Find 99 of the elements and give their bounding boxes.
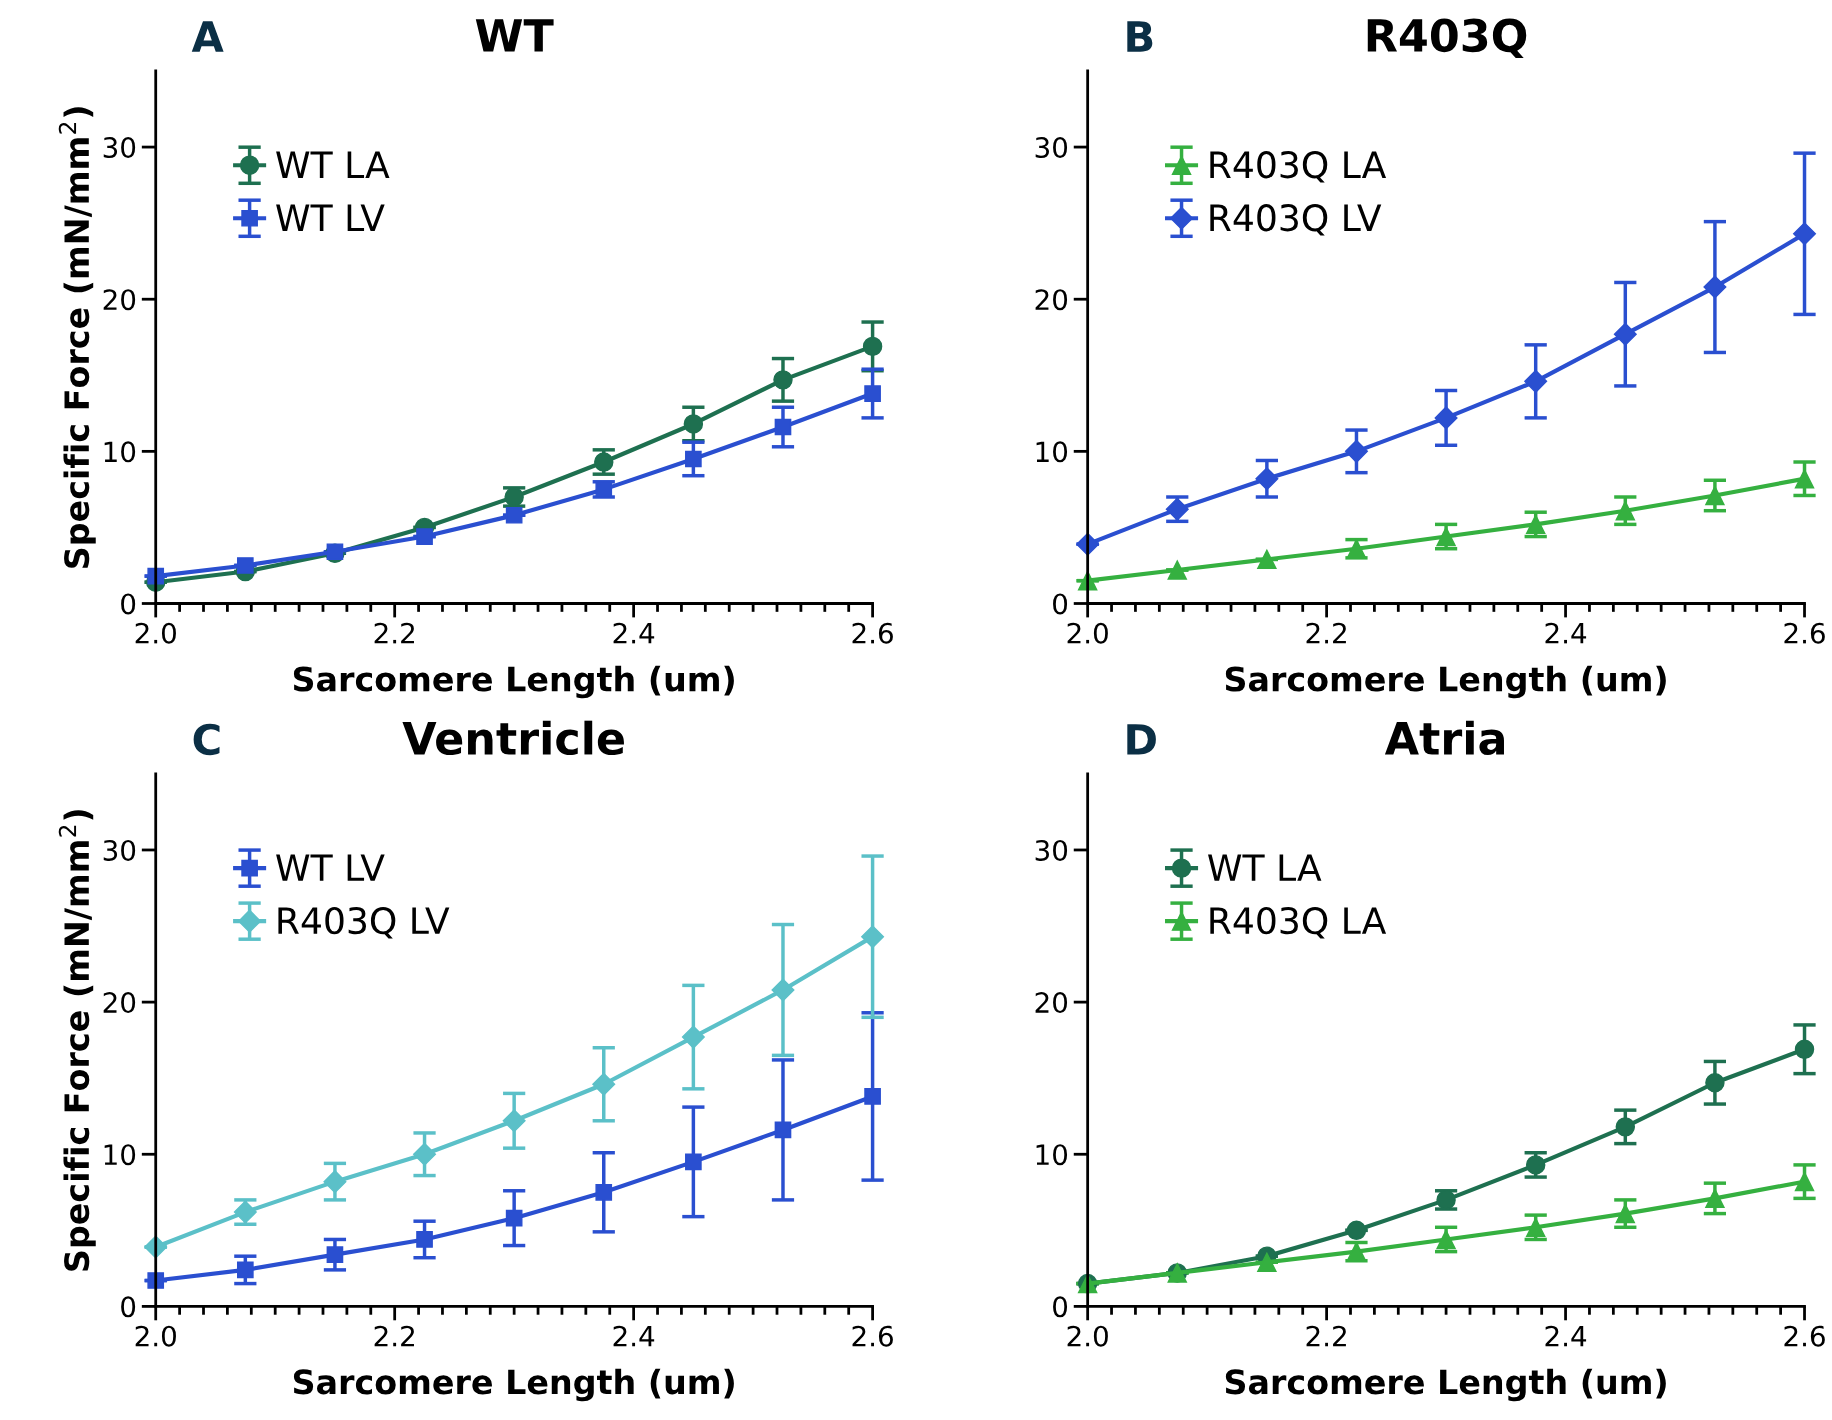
point [147,1272,165,1289]
y-tick-label: 0 [1053,1296,1068,1318]
x-tick-label: 2.4 [1545,1325,1587,1347]
point [1705,485,1725,506]
point [236,1261,254,1279]
y-axis-title: Specific Force (mN/mm$^{2}$) [58,107,96,568]
point [1615,1117,1636,1137]
chart-title: Atria [1384,720,1504,756]
point [685,450,702,468]
point [864,385,881,402]
y-tick-label: 30 [1035,839,1068,861]
text: C [193,723,220,756]
y-tick-label: 20 [103,289,136,311]
y-tick-label: 30 [1035,137,1068,159]
point [771,978,795,1002]
y-tick-label: 30 [103,137,136,159]
point [505,1209,523,1227]
x-tick-label: 2.0 [135,622,176,644]
point [1613,322,1637,346]
y-tick-label: 20 [103,992,136,1014]
point [1615,1203,1636,1224]
point [1703,275,1727,299]
point [1255,467,1279,491]
point [864,1088,881,1105]
point [862,336,883,357]
y-tick-label: 0 [1053,593,1068,615]
y-tick-label: 10 [1036,441,1068,463]
point [502,1109,526,1133]
x-axis-title: Sarcomere Length (um) [1225,665,1666,699]
point [323,1170,347,1194]
point [774,1121,792,1139]
point [1346,1220,1367,1241]
y-tick-label: 10 [1036,1144,1068,1166]
point [683,414,704,434]
x-tick-label: 2.4 [613,1325,655,1347]
x-tick-label: 2.2 [374,1325,414,1347]
point [774,418,792,436]
y-axis-title: Specific Force (mN/mm$^{2}$) [58,810,96,1271]
x-axis-title: Sarcomere Length (um) [293,1368,734,1402]
x-tick-label: 2.2 [374,622,414,644]
point [326,1246,344,1264]
point [592,1072,616,1096]
x-tick-label: 2.0 [1067,1325,1108,1347]
text: A [191,21,224,52]
x-tick-label: 2.2 [1306,622,1346,644]
point [236,557,254,574]
point [1615,500,1636,521]
legend-label: R403Q LA [1210,151,1387,183]
y-tick-label: 10 [104,1144,136,1166]
x-tick-label: 2.6 [852,1325,893,1347]
point [1524,369,1548,393]
legend-label: WT LV [276,204,385,231]
point [413,1142,437,1166]
y-tick-label: 10 [104,441,136,463]
x-tick-label: 2.2 [1306,1325,1346,1347]
y-tick-label: 0 [121,593,136,615]
point [416,1231,433,1248]
point [1705,1073,1725,1093]
x-tick-label: 2.0 [135,1325,176,1347]
point [861,925,885,949]
point [1794,1171,1815,1192]
x-tick-label: 2.0 [1067,622,1108,644]
point [1257,549,1277,570]
point [1705,1188,1725,1209]
x-tick-label: 2.6 [1784,622,1825,644]
legend-label: WT LV [276,854,385,881]
legend-label: R403Q LV [1210,204,1382,236]
legend-label: R403Q LA [1210,906,1387,939]
legend-label: WT LA [1208,854,1322,881]
point [1793,222,1817,246]
text: D [1127,724,1156,755]
y-tick-label: 20 [1035,992,1068,1014]
legend-label: R403Q LV [278,906,450,939]
x-axis-title: Sarcomere Length (um) [293,665,734,699]
point [416,528,433,545]
point [1794,469,1815,489]
y-tick-label: 30 [103,839,136,861]
text: B [1127,21,1153,52]
x-tick-label: 2.6 [852,622,893,644]
x-tick-label: 2.4 [613,622,655,644]
legend-label: WT LA [276,151,390,178]
x-axis-title: Sarcomere Length (um) [1225,1368,1666,1402]
point [685,1153,702,1171]
x-tick-label: 2.4 [1545,622,1587,644]
y-tick-label: 20 [1035,289,1068,311]
x-tick-label: 2.6 [1784,1325,1825,1347]
point [1257,1252,1277,1273]
chart-title: Ventricle [402,720,624,756]
point [1344,439,1368,463]
point [773,370,793,390]
point [1434,406,1458,430]
point [505,506,523,524]
chart-title: WT [475,19,554,52]
point [595,1183,613,1201]
point [1794,1039,1815,1060]
point [681,1025,705,1049]
point [1167,560,1187,580]
chart-title: R403Q [1367,18,1527,59]
y-tick-label: 0 [121,1296,136,1318]
